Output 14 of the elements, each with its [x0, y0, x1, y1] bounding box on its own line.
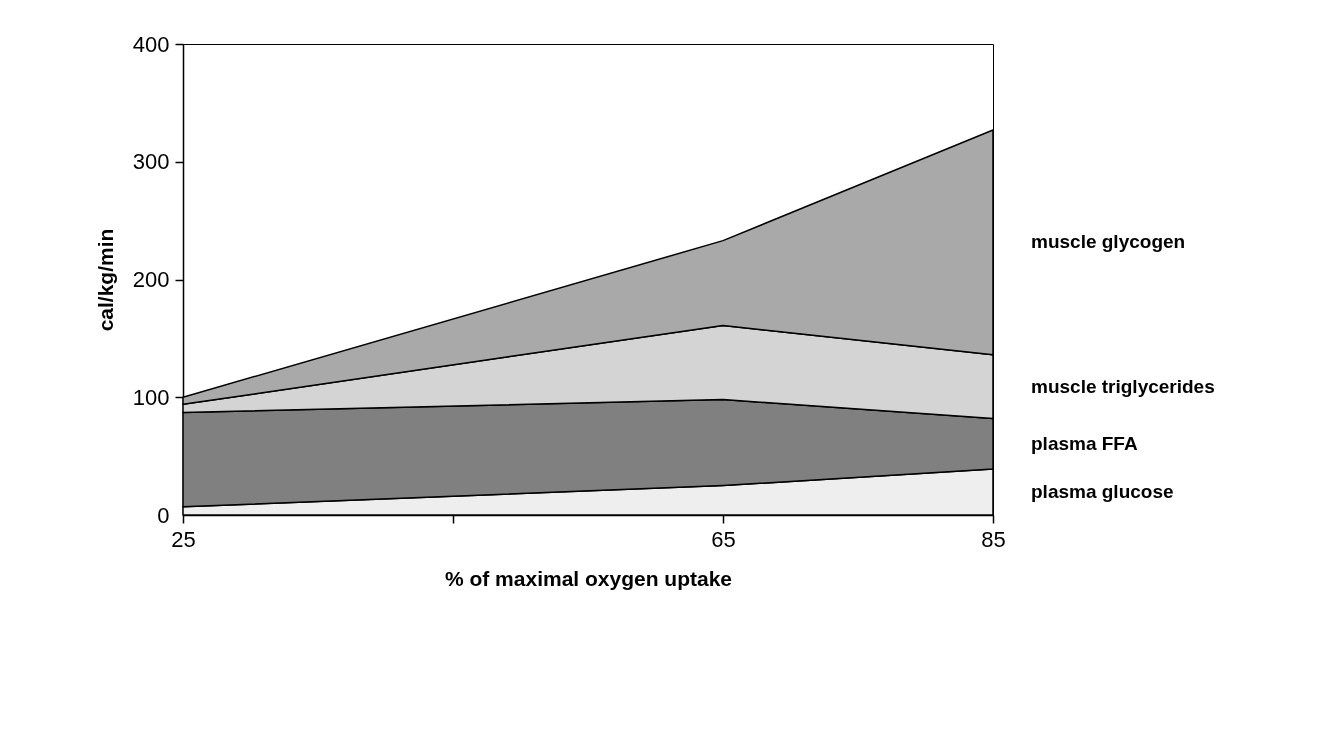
x-tick-label: 65 — [711, 526, 736, 552]
x-tick-label: 25 — [171, 526, 196, 552]
y-tick-label: 200 — [132, 267, 170, 292]
y-tick-label: 100 — [132, 384, 170, 410]
series-label: plasma FFA — [1031, 432, 1138, 454]
series-label: muscle glycogen — [1031, 231, 1186, 253]
y-tick-label: 0 — [157, 502, 170, 528]
series-label: plasma glucose — [1031, 481, 1174, 503]
series-label: muscle triglycerides — [1031, 375, 1215, 397]
y-tick-label: 400 — [132, 31, 170, 57]
x-tick-label: 85 — [981, 526, 1006, 552]
x-axis-title: % of maximal oxygen uptake — [444, 566, 733, 590]
y-axis-title: cal/kg/min — [93, 228, 117, 332]
y-tick-label: 300 — [132, 149, 170, 175]
